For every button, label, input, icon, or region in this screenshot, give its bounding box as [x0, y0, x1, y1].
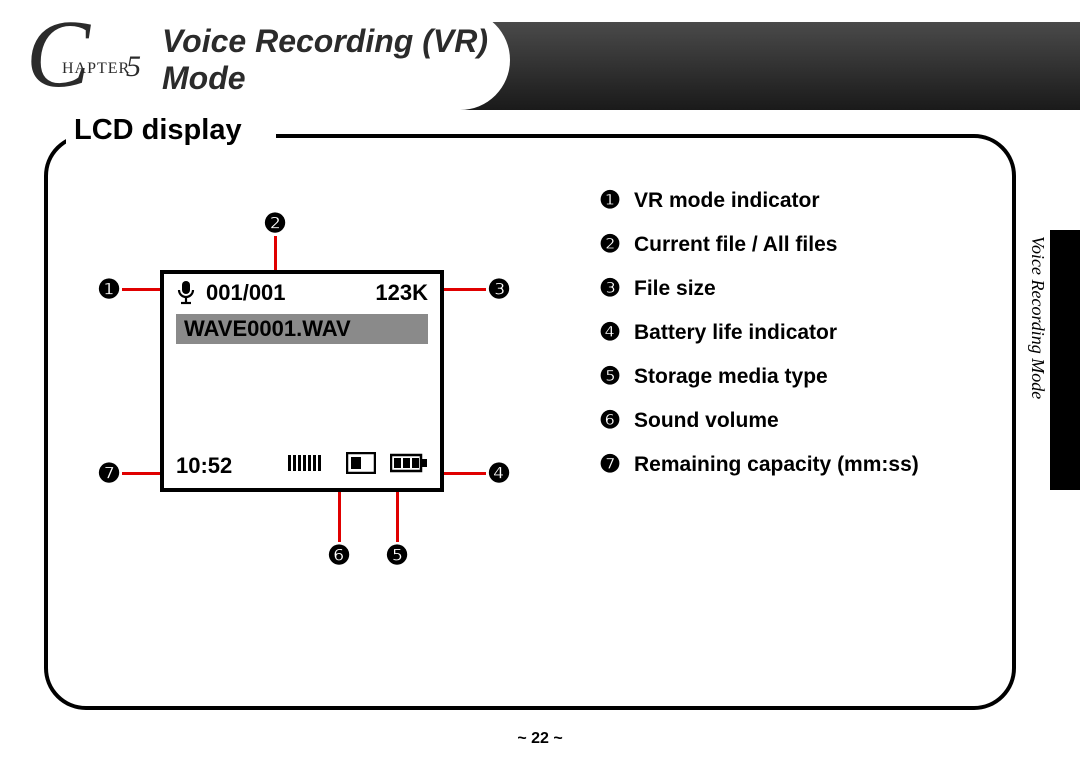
chapter-word: HAPTER	[62, 60, 130, 78]
legend-num: ❷	[598, 230, 622, 259]
microphone-icon	[176, 280, 196, 306]
side-label: Voice Recording Mode	[1026, 236, 1048, 486]
legend-item: ❻ Sound volume	[598, 406, 998, 435]
callout-4: ❹	[486, 460, 512, 486]
title-line2: Mode	[162, 60, 246, 96]
storage-icon	[346, 452, 376, 480]
legend-item: ❹ Battery life indicator	[598, 318, 998, 347]
content-frame: LCD display ❷ ❶ ❸ ❼ ❹ ❺ ❻	[44, 134, 1016, 710]
chapter-c-letter: C	[26, 6, 90, 102]
lcd-bottom-row: 10:52	[176, 452, 428, 480]
legend-item: ❷ Current file / All files	[598, 230, 998, 259]
legend-item: ❶ VR mode indicator	[598, 186, 998, 215]
callout-3: ❸	[486, 276, 512, 302]
legend-item: ❺ Storage media type	[598, 362, 998, 391]
legend-text: Storage media type	[634, 365, 828, 389]
legend-num: ❸	[598, 274, 622, 303]
title-pill: C HAPTER 5 Voice Recording (VR) Mode	[0, 10, 510, 110]
title-line1: Voice Recording (VR)	[162, 23, 488, 59]
legend-num: ❺	[598, 362, 622, 391]
callout-1: ❶	[96, 276, 122, 302]
callout-6: ❻	[326, 542, 352, 568]
legend-num: ❶	[598, 186, 622, 215]
chapter-mark: C HAPTER 5	[26, 20, 148, 100]
legend-text: Battery life indicator	[634, 321, 837, 345]
side-tab	[1050, 230, 1080, 490]
file-size: 123K	[375, 280, 428, 306]
legend-text: Remaining capacity (mm:ss)	[634, 453, 919, 477]
battery-icon	[390, 453, 428, 479]
legend-item: ❼ Remaining capacity (mm:ss)	[598, 450, 998, 479]
legend-text: VR mode indicator	[634, 189, 820, 213]
connector-6	[338, 484, 341, 542]
callout-5: ❺	[384, 542, 410, 568]
page-title: Voice Recording (VR) Mode	[162, 23, 488, 97]
legend-item: ❸ File size	[598, 274, 998, 303]
legend-text: File size	[634, 277, 716, 301]
legend-text: Current file / All files	[634, 233, 837, 257]
volume-icon	[288, 453, 332, 479]
legend-list: ❶ VR mode indicator ❷ Current file / All…	[598, 186, 998, 494]
file-counter: 001/001	[206, 280, 286, 306]
lcd-top-row: 001/001 123K	[164, 274, 440, 308]
legend-num: ❼	[598, 450, 622, 479]
callout-7: ❼	[96, 460, 122, 486]
page-number: ~ 22 ~	[0, 730, 1080, 748]
callout-2: ❷	[262, 210, 288, 236]
lcd-screen: 001/001 123K WAVE0001.WAV 10:52	[160, 270, 444, 492]
chapter-number: 5	[126, 50, 141, 84]
lcd-diagram: ❷ ❶ ❸ ❼ ❹ ❺ ❻	[84, 178, 544, 608]
remaining-time: 10:52	[176, 453, 232, 479]
connector-5	[396, 484, 399, 542]
legend-num: ❻	[598, 406, 622, 435]
section-title: LCD display	[74, 114, 242, 147]
legend-text: Sound volume	[634, 409, 779, 433]
filename-bar: WAVE0001.WAV	[176, 314, 428, 344]
legend-num: ❹	[598, 318, 622, 347]
